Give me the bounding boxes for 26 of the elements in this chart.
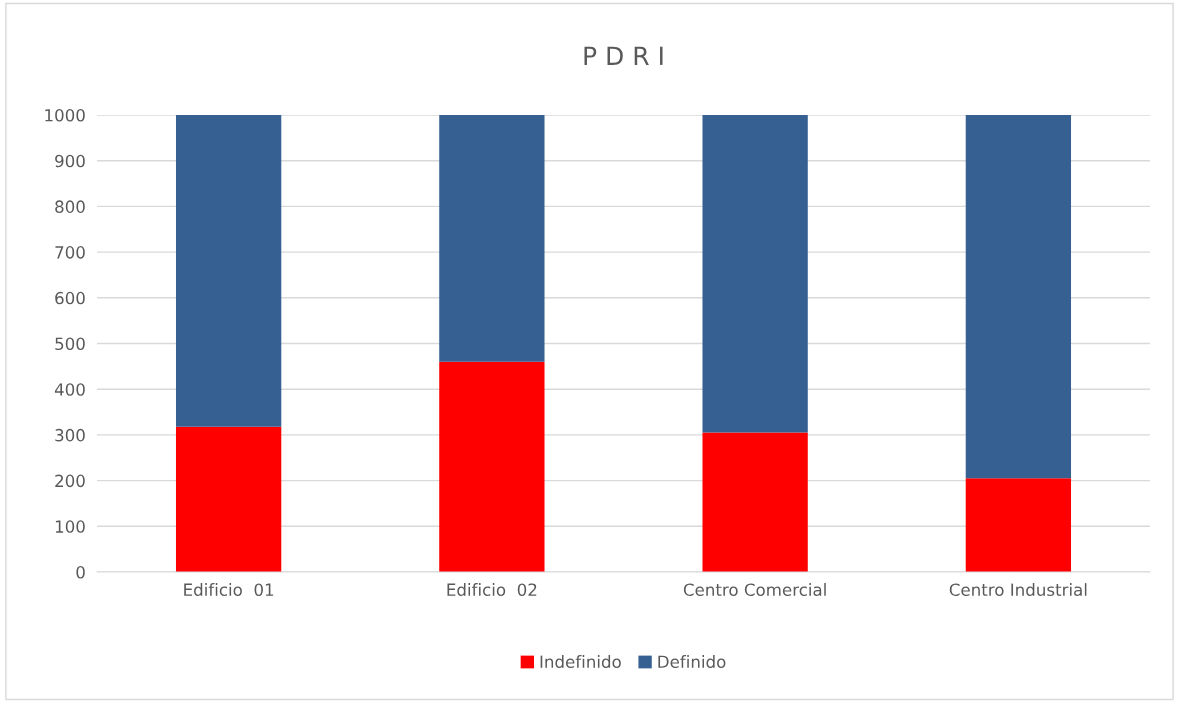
- y-tick-label: 800: [55, 200, 85, 213]
- y-tick-label: 200: [55, 474, 85, 488]
- bar: [965, 115, 1072, 479]
- bar: [702, 115, 808, 433]
- y-tick-label: 400: [54, 383, 85, 396]
- bar: [439, 115, 545, 362]
- y-tick-label: 500: [55, 337, 85, 351]
- y-tick-label: 1000: [45, 108, 85, 122]
- bar: [175, 115, 282, 427]
- x-tick-label: Centro Comercial: [683, 583, 826, 597]
- x-tick-label: Edificio 01: [184, 583, 274, 597]
- bar: [702, 432, 808, 572]
- bar: [175, 426, 282, 572]
- bar: [965, 478, 1072, 572]
- y-tick-label: 900: [55, 154, 85, 168]
- chart-title: P D R I: [584, 46, 663, 65]
- y-tick-label: 0: [76, 565, 85, 579]
- y-tick-label: 300: [55, 428, 85, 442]
- x-tick-label: Edificio 02: [447, 583, 537, 597]
- y-tick-label: 100: [55, 520, 85, 533]
- y-tick-label: 600: [55, 291, 85, 305]
- bar: [439, 361, 545, 572]
- x-tick-label: Centro Industrial: [949, 583, 1087, 597]
- y-tick-label: 700: [55, 246, 85, 259]
- legend-label: Indefinido: [540, 655, 621, 669]
- legend-label: Definido: [658, 655, 726, 669]
